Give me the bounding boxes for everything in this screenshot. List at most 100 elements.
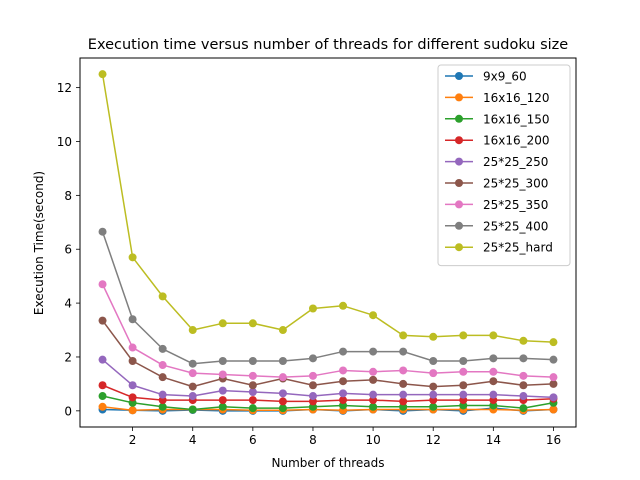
data-point — [549, 355, 558, 364]
data-point — [248, 396, 257, 405]
data-point — [278, 397, 287, 406]
y-tick-label: 4 — [64, 297, 72, 311]
data-point — [158, 390, 167, 399]
data-point — [308, 304, 317, 313]
data-point — [369, 375, 378, 384]
legend-label: 9x9_60 — [483, 70, 527, 84]
x-axis-label: Number of threads — [272, 456, 385, 470]
x-tick-label: 12 — [426, 433, 441, 447]
data-point — [248, 357, 257, 366]
y-tick-label: 8 — [64, 189, 72, 203]
data-point — [489, 367, 498, 376]
data-point — [278, 373, 287, 382]
data-point — [519, 404, 528, 413]
legend-item: 25*25_300 — [445, 177, 548, 191]
series-line — [102, 406, 554, 412]
data-point — [308, 392, 317, 401]
data-point — [98, 70, 107, 79]
data-point — [549, 373, 558, 382]
x-tick-label: 8 — [309, 433, 317, 447]
data-point — [278, 326, 287, 335]
data-point — [339, 389, 348, 398]
data-point — [399, 397, 408, 406]
data-point — [248, 404, 257, 413]
data-point — [519, 371, 528, 380]
y-tick-label: 6 — [64, 243, 72, 257]
data-point — [369, 402, 378, 411]
series-25*25_250 — [98, 355, 558, 402]
legend-label: 25*25_400 — [483, 219, 548, 233]
series-25*25_300 — [98, 316, 558, 391]
legend-marker — [455, 93, 463, 102]
data-point — [339, 366, 348, 375]
data-point — [278, 389, 287, 398]
data-point — [429, 332, 438, 341]
legend-label: 16x16_150 — [483, 112, 550, 126]
data-point — [248, 319, 257, 328]
data-point — [248, 371, 257, 380]
data-point — [98, 381, 107, 390]
data-point — [308, 371, 317, 380]
data-point — [429, 369, 438, 378]
data-point — [278, 404, 287, 413]
data-point — [98, 316, 107, 325]
data-point — [98, 392, 107, 401]
series-line — [101, 283, 554, 378]
data-point — [489, 377, 498, 386]
x-tick-label: 10 — [365, 433, 380, 447]
data-point — [519, 354, 528, 363]
data-point — [429, 357, 438, 366]
x-tick-label: 14 — [486, 433, 501, 447]
data-point — [158, 373, 167, 382]
data-point — [218, 402, 227, 411]
data-point — [369, 347, 378, 356]
data-point — [218, 357, 227, 366]
data-point — [519, 392, 528, 401]
data-point — [339, 347, 348, 356]
y-axis-ticks: 0 2 4 6 8 10 12 — [57, 81, 80, 418]
legend-marker — [455, 221, 463, 230]
data-point — [519, 381, 528, 390]
data-point — [399, 331, 408, 340]
legend-item: 25*25_hard — [445, 241, 553, 255]
data-point — [98, 227, 107, 236]
data-point — [158, 344, 167, 353]
legend-marker — [455, 200, 463, 209]
data-point — [278, 357, 287, 366]
series-25*25_350 — [98, 280, 558, 382]
legend-marker — [455, 114, 463, 123]
legend-item: 16x16_120 — [445, 91, 550, 105]
data-point — [248, 387, 257, 396]
data-point — [128, 406, 137, 415]
data-point — [218, 370, 227, 379]
x-tick-label: 6 — [249, 433, 257, 447]
data-point — [399, 366, 408, 375]
data-point — [188, 326, 197, 335]
data-point — [369, 390, 378, 399]
series-25*25_hard — [98, 70, 558, 347]
data-point — [248, 381, 257, 390]
data-point — [308, 381, 317, 390]
series-line — [101, 231, 554, 365]
data-point — [489, 331, 498, 340]
legend-label: 25*25_300 — [483, 177, 548, 191]
legend-item: 9x9_60 — [445, 70, 527, 84]
data-point — [339, 377, 348, 386]
data-point — [459, 357, 468, 366]
legend-box — [437, 64, 571, 267]
plot-frame — [79, 57, 577, 428]
legend-marker — [455, 157, 463, 166]
data-point — [549, 393, 558, 402]
legend-item: 25*25_250 — [445, 155, 548, 169]
x-axis-ticks: 2 4 6 8 10 12 14 16 — [129, 427, 561, 447]
x-tick-label: 2 — [129, 433, 137, 447]
data-point — [158, 361, 167, 370]
legend-item: 25*25_350 — [445, 198, 548, 212]
data-point — [128, 393, 137, 402]
data-point — [429, 390, 438, 399]
legend-item: 16x16_200 — [445, 134, 550, 148]
data-point — [429, 382, 438, 391]
y-tick-label: 0 — [64, 404, 72, 418]
data-point — [128, 381, 137, 390]
